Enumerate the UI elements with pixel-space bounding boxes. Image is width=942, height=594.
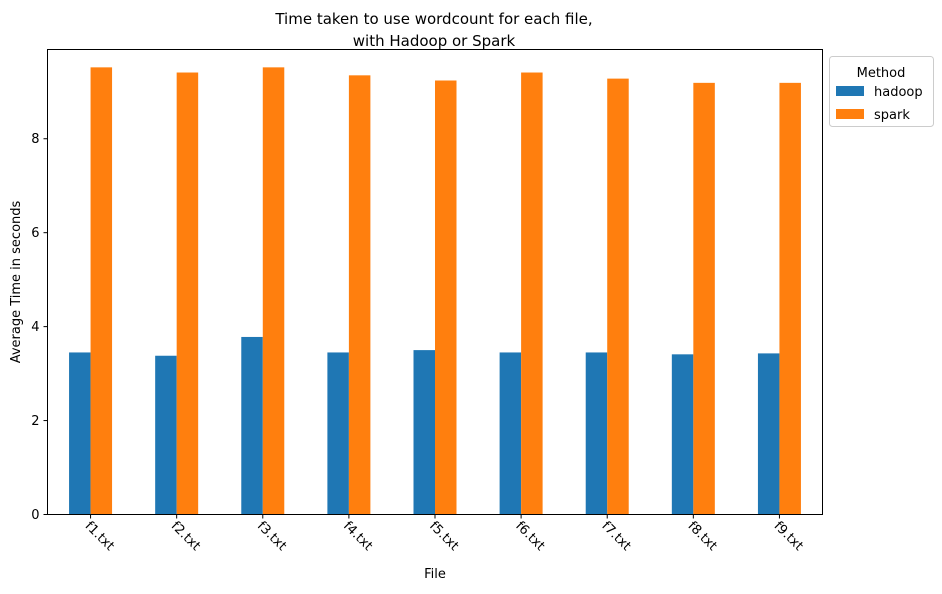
legend-label-spark: spark [874,108,910,123]
bar-hadoop-f8-txt [671,354,694,515]
legend-label-hadoop: hadoop [874,85,923,100]
bar-hadoop-f1-txt [69,352,91,515]
y-tick-label: 4 [31,320,39,335]
y-tick-label: 8 [31,132,39,147]
bar-spark-f5-txt [435,80,457,515]
x-tick-label: f2.txt [168,519,203,554]
chart-title: Time taken to use wordcount for each fil… [274,10,592,50]
x-tick-label: f4.txt [340,519,375,554]
bars-layer [69,67,801,515]
x-tick-label: f8.txt [685,519,720,554]
legend-swatch-hadoop [836,86,864,96]
x-tick-label: f6.txt [512,519,547,554]
bar-spark-f2-txt [176,72,199,515]
y-axis-title: Average Time in seconds [9,200,24,363]
y-tick-label: 2 [31,414,39,429]
bar-spark-f3-txt [262,67,285,515]
bar-hadoop-f3-txt [241,336,263,515]
x-axis: f1.txt f2.txt f3.txt f4.txt f5.txt f6.txt f7.t… [82,514,806,554]
y-axis: 0 2 4 6 8 [31,132,48,523]
bar-spark-f4-txt [348,75,371,515]
bar-hadoop-f2-txt [155,355,177,515]
bar-spark-f7-txt [607,78,629,515]
bar-hadoop-f5-txt [413,350,435,515]
bar-hadoop-f9-txt [757,353,780,515]
bar-spark-f9-txt [779,82,801,515]
legend: Method hadoop spark [829,56,934,127]
bar-spark-f6-txt [521,72,543,515]
x-tick-label: f3.txt [254,519,289,554]
legend-title: Method [857,66,906,81]
x-tick-label: f9.txt [771,519,806,554]
x-tick-label: f1.txt [82,519,117,554]
chart-title-line-1: Time taken to use wordcount for each fil… [274,10,592,28]
bar-hadoop-f6-txt [499,352,522,515]
x-tick-label: f5.txt [426,519,461,554]
y-tick-label: 0 [31,508,39,523]
bar-hadoop-f4-txt [327,352,349,515]
chart-title-line-2: with Hadoop or Spark [353,32,516,50]
x-tick-label: f7.txt [598,519,633,554]
bar-spark-f1-txt [90,67,113,515]
y-tick-label: 6 [31,226,39,241]
legend-swatch-spark [836,109,864,119]
bar-hadoop-f7-txt [585,352,608,515]
bar-spark-f8-txt [693,82,715,515]
x-axis-title: File [424,567,446,582]
